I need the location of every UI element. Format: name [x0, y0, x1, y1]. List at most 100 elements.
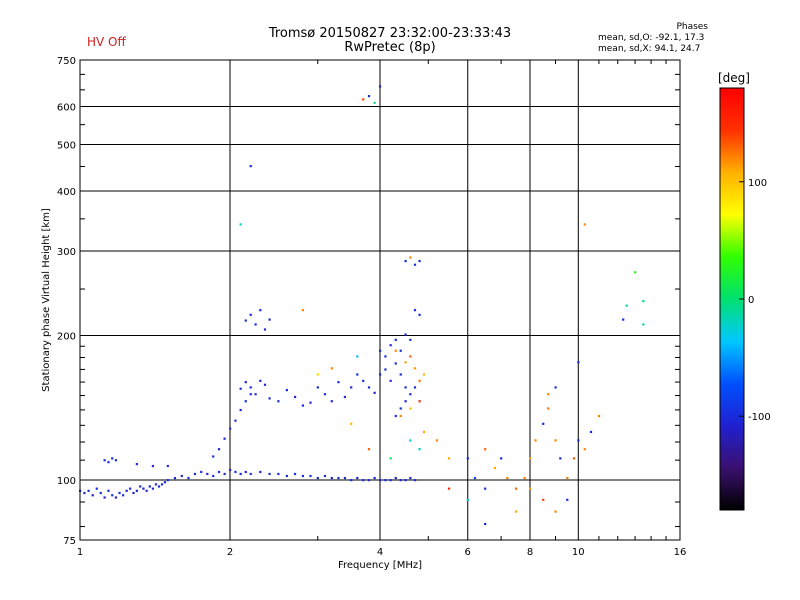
data-point [114, 496, 118, 499]
data-point [148, 485, 151, 488]
data-point [389, 379, 392, 382]
data-point [493, 466, 497, 470]
data-point [399, 349, 402, 352]
data-point [125, 489, 128, 492]
data-point [362, 98, 365, 101]
x-tick-label: 4 [377, 547, 383, 558]
data-point [506, 476, 509, 480]
data-point [263, 383, 267, 386]
data-point [316, 373, 319, 376]
y-axis-label: Stationary phase Virtual Height [km] [41, 208, 52, 392]
data-point [418, 259, 421, 263]
x-tick-label: 16 [674, 547, 687, 558]
data-point [413, 479, 417, 482]
data-point [634, 271, 637, 274]
data-point [193, 472, 197, 476]
data-point [399, 479, 402, 482]
data-point [554, 439, 557, 442]
data-point [277, 472, 280, 476]
data-point [268, 318, 271, 321]
data-point [154, 483, 158, 486]
colorbar-tick-label: -100 [748, 412, 771, 423]
data-point [249, 165, 252, 168]
data-point [413, 309, 417, 312]
data-point [301, 309, 305, 312]
data-point [577, 439, 580, 442]
data-point [343, 476, 347, 480]
y-tick-labels: 75 100 200 300 400 500 600 750 [57, 56, 76, 547]
data-point [362, 479, 365, 482]
data-point [379, 349, 382, 352]
data-point [244, 400, 247, 403]
data-point [239, 408, 242, 412]
data-point [389, 479, 392, 482]
data-point [547, 407, 550, 410]
data-point [151, 487, 155, 490]
x-tick-label: 1 [77, 547, 83, 558]
y-tick-label: 100 [57, 476, 76, 487]
data-point [217, 448, 221, 451]
data-point [316, 476, 319, 480]
phase-stat-o: mean, sd,O: -92.1, 17.3 [598, 33, 705, 43]
data-point [350, 479, 353, 482]
data-point [145, 489, 148, 492]
plot-frame [79, 59, 681, 541]
data-point [244, 470, 247, 474]
data-point [157, 485, 161, 488]
data-point [95, 487, 98, 490]
data-point [559, 457, 562, 460]
data-point [301, 404, 305, 407]
data-point [384, 479, 387, 482]
data-point [285, 474, 288, 478]
data-point [529, 487, 532, 490]
y-tick-label: 75 [63, 536, 76, 547]
data-point [409, 393, 412, 396]
data-point [87, 489, 90, 492]
data-point [285, 389, 288, 392]
data-point [239, 472, 242, 476]
colorbar-tick-label: 0 [748, 295, 754, 306]
data-point [484, 522, 487, 526]
data-point [223, 437, 226, 440]
data-point [254, 323, 257, 326]
data-point [589, 430, 593, 434]
data-point [343, 395, 347, 399]
data-point [259, 379, 262, 382]
data-point [277, 400, 280, 403]
colorbar-title: [deg] [718, 71, 750, 85]
data-point [293, 472, 297, 476]
data-point [404, 333, 407, 336]
data-point [200, 470, 203, 474]
data-point [418, 448, 421, 451]
data-point [122, 494, 125, 497]
y-tick-label: 500 [57, 141, 76, 152]
data-point [418, 379, 421, 382]
data-point [239, 387, 242, 390]
data-point [484, 487, 487, 490]
data-point [118, 491, 121, 495]
data-point [135, 489, 138, 492]
x-tick-label: 6 [465, 547, 471, 558]
data-point [259, 309, 262, 312]
data-point [293, 395, 297, 399]
data-point [173, 476, 177, 480]
data-point [515, 510, 518, 513]
data-point [554, 510, 557, 513]
grid-layer [80, 60, 680, 540]
data-point [413, 263, 417, 266]
data-point [367, 95, 371, 98]
data-point [367, 479, 371, 482]
data-point [418, 400, 421, 403]
data-point [103, 459, 106, 462]
data-point [404, 400, 407, 403]
data-point [547, 393, 550, 396]
y-tick-label: 300 [57, 247, 76, 258]
data-point [249, 313, 252, 316]
data-point [244, 381, 247, 384]
data-point [413, 386, 417, 389]
data-point [566, 476, 569, 480]
data-point [356, 476, 359, 480]
data-point [362, 379, 365, 382]
data-point [142, 487, 145, 490]
